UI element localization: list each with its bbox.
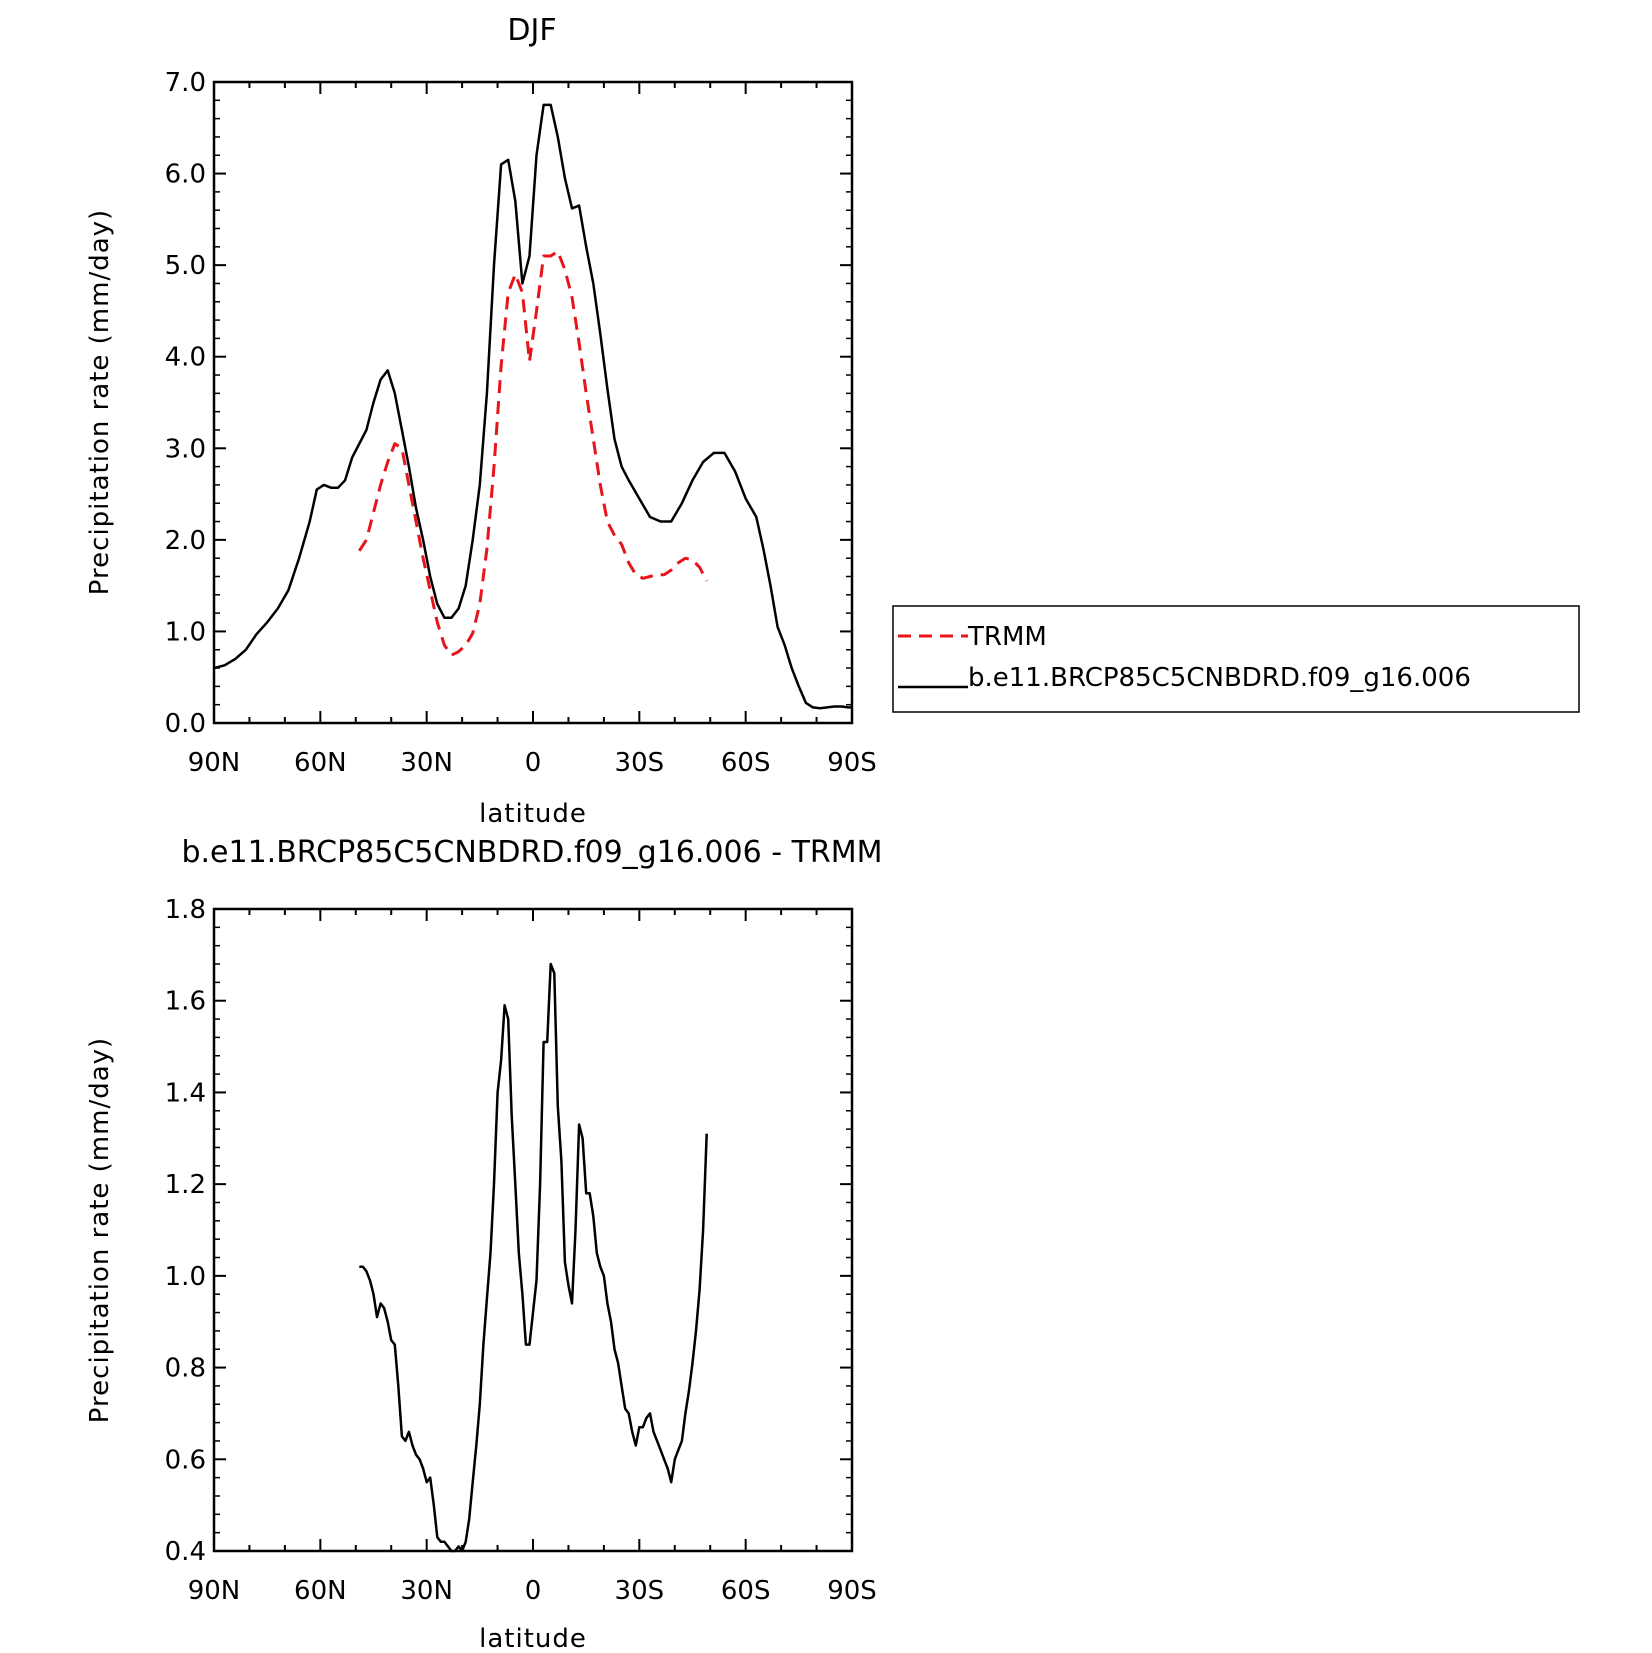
x-tick-label: 60N [294, 1576, 347, 1606]
bottom-panel-series [359, 962, 708, 1553]
bottom-panel: b.e11.BRCP85C5CNBDRD.f09_g16.006 - TRMM … [85, 835, 883, 1653]
series-line-trmm [358, 249, 709, 657]
top-panel: DJF 90N 60N 30N 0 30S 60S 90S 0.0 1.0 2.0 3.0 4.0 5… [85, 13, 877, 829]
x-tick-label: 30N [400, 748, 453, 778]
bottom-panel-y-tick-labels: 0.4 0.6 0.8 1.0 1.2 1.4 1.6 1.8 [165, 895, 206, 1567]
top-panel-x-label: latitude [479, 799, 587, 829]
top-panel-title: DJF [507, 13, 556, 48]
y-tick-label: 1.6 [165, 987, 206, 1017]
bottom-panel-x-tick-labels: 90N 60N 30N 0 30S 60S 90S [188, 1576, 877, 1606]
y-tick-label: 0.0 [165, 709, 206, 739]
y-tick-label: 1.0 [165, 617, 206, 647]
y-tick-label: 0.6 [165, 1445, 206, 1475]
y-tick-label: 1.4 [165, 1078, 206, 1108]
bottom-panel-frame [212, 907, 854, 1553]
y-tick-label: 2.0 [165, 526, 206, 556]
top-panel-y-tick-labels: 0.0 1.0 2.0 3.0 4.0 5.0 6.0 7.0 [165, 68, 206, 739]
series-line-b-e11-brcp85c5cnbdrd-f09-g16-006 [213, 103, 852, 710]
y-tick-label: 4.0 [165, 343, 206, 373]
y-tick-label: 7.0 [165, 68, 206, 98]
y-tick-label: 1.2 [165, 1170, 206, 1200]
bottom-panel-title: b.e11.BRCP85C5CNBDRD.f09_g16.006 - TRMM [181, 835, 882, 870]
y-tick-label: 6.0 [165, 160, 206, 190]
top-panel-y-label: Precipitation rate (mm/day) [85, 209, 115, 595]
series-line-difference [359, 962, 708, 1553]
top-panel-x-tick-labels: 90N 60N 30N 0 30S 60S 90S [188, 748, 877, 778]
top-panel-frame [212, 80, 854, 725]
y-tick-label: 0.8 [165, 1354, 206, 1384]
legend-label-model: b.e11.BRCP85C5CNBDRD.f09_g16.006 [968, 663, 1471, 693]
y-tick-label: 1.8 [165, 895, 206, 925]
x-tick-label: 60N [294, 748, 347, 778]
y-tick-label: 0.4 [165, 1537, 206, 1567]
x-tick-label: 90S [827, 748, 877, 778]
x-tick-label: 90S [827, 1576, 877, 1606]
top-panel-ticks [213, 81, 853, 724]
legend-label-trmm: TRMM [967, 622, 1047, 652]
x-tick-label: 60S [721, 1576, 771, 1606]
legend: TRMM b.e11.BRCP85C5CNBDRD.f09_g16.006 [892, 605, 1580, 713]
y-tick-label: 5.0 [165, 251, 206, 281]
x-tick-label: 30S [615, 1576, 665, 1606]
x-tick-label: 90N [188, 1576, 241, 1606]
bottom-panel-y-label: Precipitation rate (mm/day) [85, 1037, 115, 1423]
x-tick-label: 30N [400, 1576, 453, 1606]
y-tick-label: 1.0 [165, 1262, 206, 1292]
legend-box [892, 605, 1580, 713]
x-tick-label: 30S [615, 748, 665, 778]
bottom-panel-x-label: latitude [479, 1624, 587, 1653]
bottom-panel-ticks [213, 908, 853, 1552]
top-panel-series [213, 103, 852, 710]
y-tick-label: 3.0 [165, 434, 206, 464]
x-tick-label: 0 [525, 1576, 542, 1606]
x-tick-label: 90N [188, 748, 241, 778]
x-tick-label: 60S [721, 748, 771, 778]
x-tick-label: 0 [525, 748, 542, 778]
